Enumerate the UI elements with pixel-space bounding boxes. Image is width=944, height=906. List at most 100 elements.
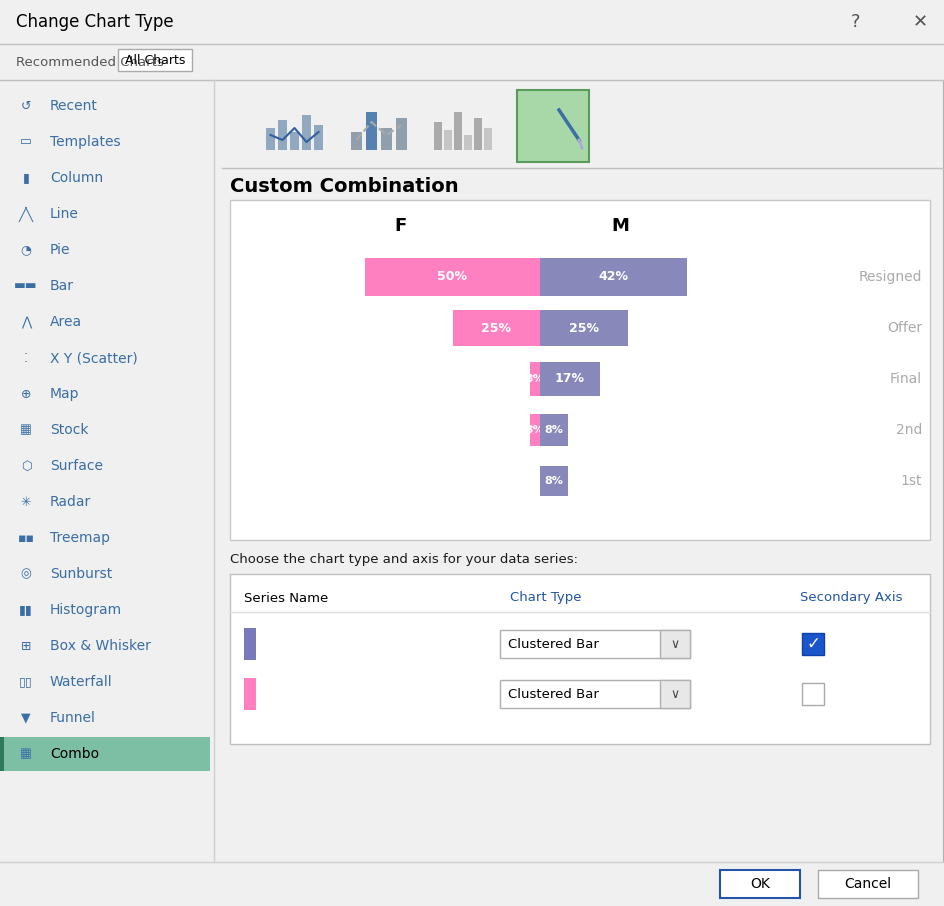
Text: Offer: Offer <box>886 321 922 335</box>
Text: ✳: ✳ <box>21 496 31 508</box>
FancyBboxPatch shape <box>244 678 256 710</box>
FancyBboxPatch shape <box>0 44 944 80</box>
Text: OK: OK <box>750 877 770 891</box>
FancyBboxPatch shape <box>454 112 462 150</box>
FancyBboxPatch shape <box>0 80 214 906</box>
FancyBboxPatch shape <box>540 362 599 396</box>
Text: M: M <box>611 217 629 235</box>
Text: Radar: Radar <box>50 495 92 509</box>
FancyBboxPatch shape <box>818 870 918 898</box>
FancyBboxPatch shape <box>660 630 690 658</box>
Text: Surface: Surface <box>50 459 103 473</box>
FancyBboxPatch shape <box>540 258 687 296</box>
FancyBboxPatch shape <box>230 200 930 540</box>
FancyBboxPatch shape <box>351 132 362 150</box>
Text: 42%: 42% <box>598 271 629 284</box>
Text: 3%: 3% <box>526 425 544 435</box>
FancyBboxPatch shape <box>0 0 944 44</box>
Text: Pie: Pie <box>50 243 71 257</box>
FancyBboxPatch shape <box>540 310 628 346</box>
Text: ∨: ∨ <box>670 688 680 700</box>
Text: Choose the chart type and axis for your data series:: Choose the chart type and axis for your … <box>230 554 578 566</box>
Text: Custom Combination: Custom Combination <box>230 177 459 196</box>
Text: Column: Column <box>50 171 103 185</box>
Text: ▭: ▭ <box>20 136 32 149</box>
Text: ∨: ∨ <box>670 638 680 651</box>
Text: 8%: 8% <box>545 476 564 486</box>
FancyBboxPatch shape <box>720 870 800 898</box>
FancyBboxPatch shape <box>278 120 287 150</box>
FancyBboxPatch shape <box>517 90 589 162</box>
FancyBboxPatch shape <box>464 135 472 150</box>
Text: 2nd: 2nd <box>896 423 922 437</box>
Text: Secondary Axis: Secondary Axis <box>800 592 902 604</box>
FancyBboxPatch shape <box>533 112 542 150</box>
Text: 25%: 25% <box>568 322 598 334</box>
FancyBboxPatch shape <box>452 310 540 346</box>
FancyBboxPatch shape <box>365 258 540 296</box>
Text: Cancel: Cancel <box>845 877 891 891</box>
FancyBboxPatch shape <box>484 128 492 150</box>
FancyBboxPatch shape <box>569 128 578 150</box>
FancyBboxPatch shape <box>4 737 210 771</box>
FancyBboxPatch shape <box>396 118 407 150</box>
Text: 3%: 3% <box>526 374 544 384</box>
FancyBboxPatch shape <box>530 362 540 396</box>
Text: ▯▯: ▯▯ <box>19 676 33 689</box>
Text: ✓: ✓ <box>806 635 820 653</box>
Text: Histogram: Histogram <box>50 603 122 617</box>
FancyBboxPatch shape <box>557 118 566 150</box>
Text: ▼: ▼ <box>21 711 31 725</box>
FancyBboxPatch shape <box>444 130 452 150</box>
FancyBboxPatch shape <box>802 633 824 655</box>
FancyBboxPatch shape <box>500 630 690 658</box>
FancyBboxPatch shape <box>314 125 323 150</box>
FancyBboxPatch shape <box>302 115 311 150</box>
FancyBboxPatch shape <box>530 414 540 446</box>
Text: ?: ? <box>851 13 860 31</box>
FancyBboxPatch shape <box>540 414 568 446</box>
Text: Box & Whisker: Box & Whisker <box>50 639 151 653</box>
Text: 50%: 50% <box>437 271 467 284</box>
Text: Chart Type: Chart Type <box>510 592 582 604</box>
Text: Recommended Charts: Recommended Charts <box>16 55 163 69</box>
Text: Clustered Bar: Clustered Bar <box>508 688 598 700</box>
Text: All Charts: All Charts <box>125 53 185 66</box>
FancyBboxPatch shape <box>290 132 299 150</box>
Text: Final: Final <box>890 372 922 386</box>
Text: ↺: ↺ <box>21 100 31 112</box>
Text: ▮: ▮ <box>23 171 29 185</box>
Text: F: F <box>394 217 406 235</box>
Text: Sunburst: Sunburst <box>50 567 112 581</box>
Text: ▦: ▦ <box>20 747 32 760</box>
Text: ⊞: ⊞ <box>21 640 31 652</box>
FancyBboxPatch shape <box>521 122 530 150</box>
Text: Clustered Bar: Clustered Bar <box>508 638 598 651</box>
Text: 8%: 8% <box>545 425 564 435</box>
Text: ◔: ◔ <box>21 244 31 256</box>
Text: Treemap: Treemap <box>50 531 110 545</box>
Text: ▬▬: ▬▬ <box>14 279 38 293</box>
FancyBboxPatch shape <box>545 132 554 150</box>
Text: 1st: 1st <box>901 474 922 488</box>
FancyBboxPatch shape <box>660 680 690 708</box>
FancyBboxPatch shape <box>0 862 944 906</box>
FancyBboxPatch shape <box>230 574 930 744</box>
FancyBboxPatch shape <box>266 128 275 150</box>
Text: 17%: 17% <box>555 372 584 385</box>
FancyBboxPatch shape <box>381 128 392 150</box>
Text: Bar: Bar <box>50 279 74 293</box>
Text: ▮▮: ▮▮ <box>19 603 33 616</box>
Text: Funnel: Funnel <box>50 711 96 725</box>
Text: ⬡: ⬡ <box>21 459 31 473</box>
Text: ⋀: ⋀ <box>21 315 31 329</box>
Text: 25%: 25% <box>481 322 512 334</box>
Text: Resigned: Resigned <box>858 270 922 284</box>
Text: Waterfall: Waterfall <box>50 675 112 689</box>
Text: Line: Line <box>50 207 79 221</box>
FancyBboxPatch shape <box>366 112 377 150</box>
Text: Stock: Stock <box>50 423 89 437</box>
FancyBboxPatch shape <box>244 628 256 660</box>
Text: ◎: ◎ <box>21 567 31 581</box>
Text: Map: Map <box>50 387 79 401</box>
